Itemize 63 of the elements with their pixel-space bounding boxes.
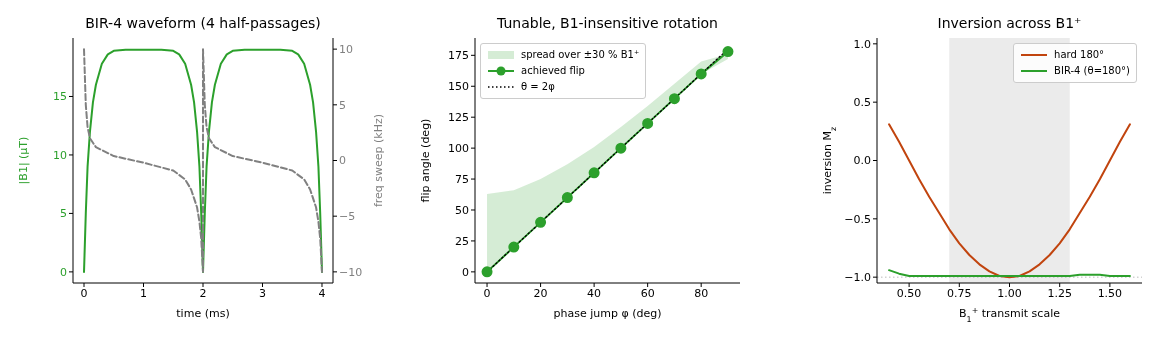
y-tick-label: 0.5 bbox=[853, 96, 871, 110]
y-tick-label: 1.0 bbox=[853, 37, 871, 51]
y-tick-label: 10 bbox=[53, 148, 67, 162]
y-tick-label: 175 bbox=[448, 49, 469, 63]
y2-tick-label: −5 bbox=[339, 210, 356, 224]
y-axis-title: flip angle (deg) bbox=[419, 118, 432, 203]
point bbox=[695, 68, 707, 80]
point bbox=[588, 167, 600, 179]
y-tick-label: 0 bbox=[60, 265, 67, 279]
y-tick-label: 50 bbox=[455, 203, 469, 217]
x-tick-label: 1 bbox=[140, 286, 147, 300]
y2-tick-label: 10 bbox=[339, 43, 353, 57]
chart-title: BIR-4 waveform (4 half-passages) bbox=[84, 15, 322, 31]
x-tick-label: 40 bbox=[587, 286, 602, 300]
point bbox=[508, 241, 520, 253]
x-tick-label: 1.50 bbox=[1097, 286, 1123, 300]
y-axis-title: |B1| (µT) bbox=[17, 136, 30, 185]
y-tick-label: −1.0 bbox=[844, 271, 871, 285]
y2-axis-title: freq sweep (kHz) bbox=[372, 113, 385, 208]
y-tick-label: 0 bbox=[462, 265, 469, 279]
y-tick-label: 15 bbox=[53, 90, 67, 104]
y-tick-label: 75 bbox=[455, 172, 469, 186]
x-tick-label: 4 bbox=[318, 286, 326, 300]
point bbox=[722, 46, 734, 58]
x-tick-label: 0.50 bbox=[896, 286, 922, 300]
x-axis-title: time (ms) bbox=[176, 307, 230, 320]
point bbox=[642, 117, 654, 129]
y-tick-label: 100 bbox=[448, 142, 469, 156]
x-tick-label: 20 bbox=[533, 286, 548, 300]
annotation: spread over ±30 % B1⁺ bbox=[521, 48, 640, 62]
x-axis-title: phase jump φ (deg) bbox=[553, 307, 662, 320]
y-tick-label: 0.0 bbox=[853, 154, 871, 168]
y2-tick-label: 0 bbox=[339, 154, 346, 168]
point bbox=[535, 216, 547, 228]
x-axis-title: B$_{1}$$^{+}$ transmit scale bbox=[959, 305, 1061, 324]
chart-title: Inversion across B1⁺ bbox=[936, 15, 1083, 31]
point bbox=[668, 93, 680, 105]
y-tick-label: −0.5 bbox=[844, 212, 871, 226]
legend-label: achieved flip bbox=[521, 64, 585, 78]
x-tick-label: 0 bbox=[483, 286, 491, 300]
x-tick-label: 80 bbox=[694, 286, 709, 300]
x-tick-label: 1.00 bbox=[997, 286, 1022, 300]
y2-tick-label: −10 bbox=[339, 265, 363, 279]
x-tick-label: 60 bbox=[640, 286, 655, 300]
y2-tick-label: 5 bbox=[339, 98, 346, 112]
line-series bbox=[83, 48, 323, 273]
legend-label: θ = 2φ bbox=[521, 80, 555, 94]
y-tick-label: 125 bbox=[448, 111, 469, 125]
y-tick-label: 5 bbox=[60, 207, 67, 221]
y-tick-label: 150 bbox=[448, 80, 469, 94]
point bbox=[481, 266, 493, 278]
y-tick-label: 25 bbox=[455, 234, 469, 248]
x-tick-label: 2 bbox=[199, 286, 207, 300]
point bbox=[561, 192, 573, 204]
point bbox=[615, 142, 627, 154]
x-tick-label: 3 bbox=[259, 286, 266, 300]
x-tick-label: 1.25 bbox=[1047, 286, 1072, 300]
line-series bbox=[888, 123, 1131, 279]
x-tick-label: 0 bbox=[80, 286, 88, 300]
x-tick-label: 0.75 bbox=[947, 286, 972, 300]
chart-title: Tunable, B1-insensitive rotation bbox=[496, 15, 719, 31]
legend-label: hard 180° bbox=[1054, 48, 1105, 62]
legend-label: BIR-4 (θ=180°) bbox=[1054, 64, 1130, 78]
